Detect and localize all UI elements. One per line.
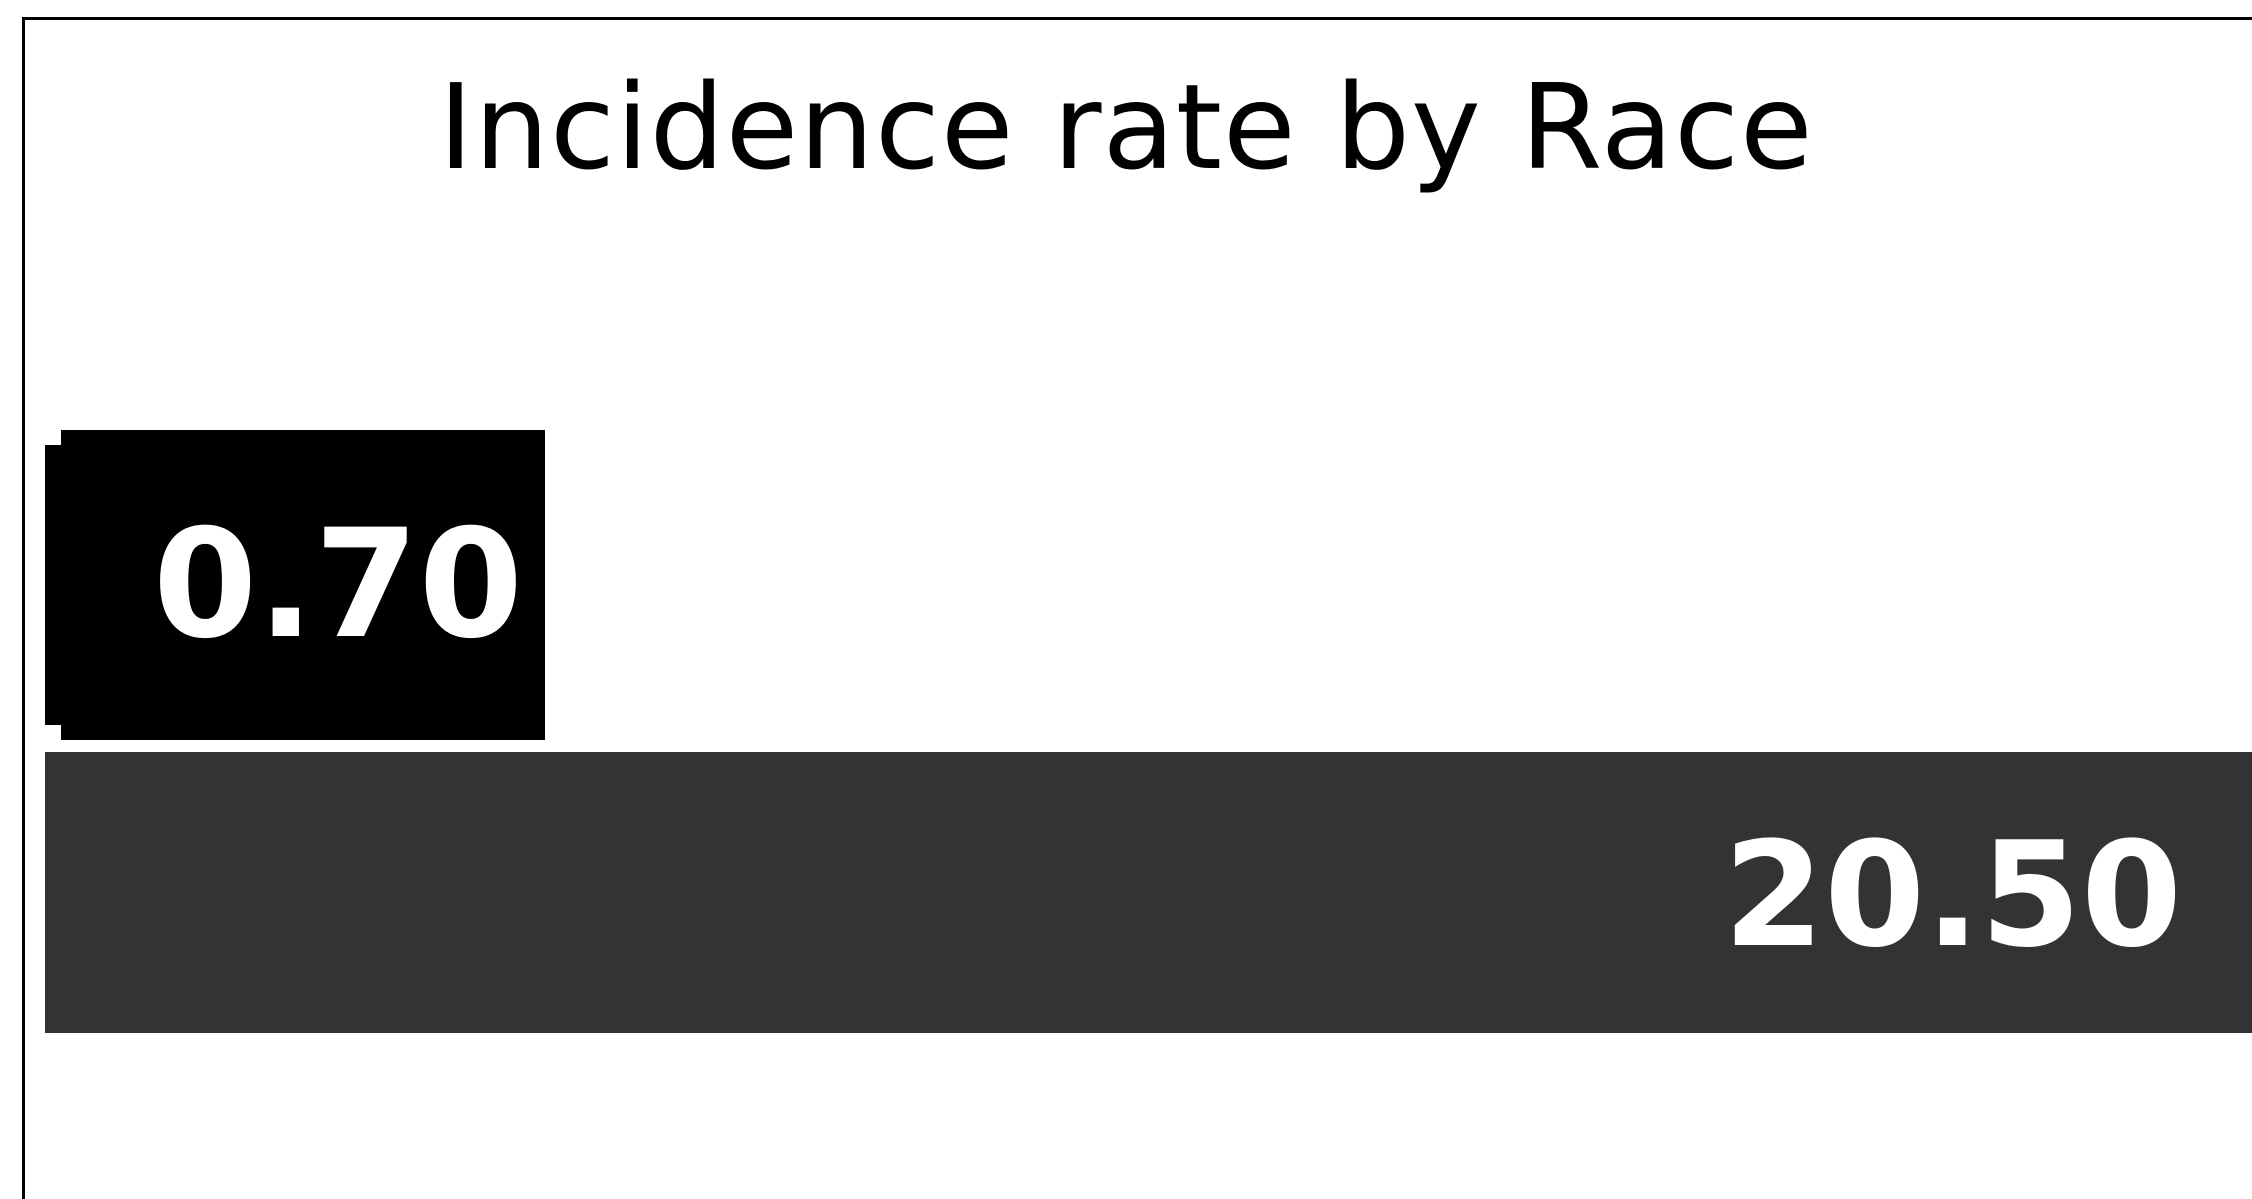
data-label-2: 20.50 xyxy=(1723,811,2182,980)
bar-1-notch-bottom xyxy=(45,725,61,740)
data-labels-layer: 0.70 20.50 xyxy=(153,498,2182,980)
bar-2 xyxy=(45,752,2252,1033)
chart-title: Incidence rate by Race xyxy=(438,58,1814,196)
bar-1-notch-top xyxy=(45,430,61,445)
bars-layer xyxy=(45,430,2252,1033)
data-label-1: 0.70 xyxy=(153,498,523,672)
bar-1 xyxy=(45,430,545,740)
